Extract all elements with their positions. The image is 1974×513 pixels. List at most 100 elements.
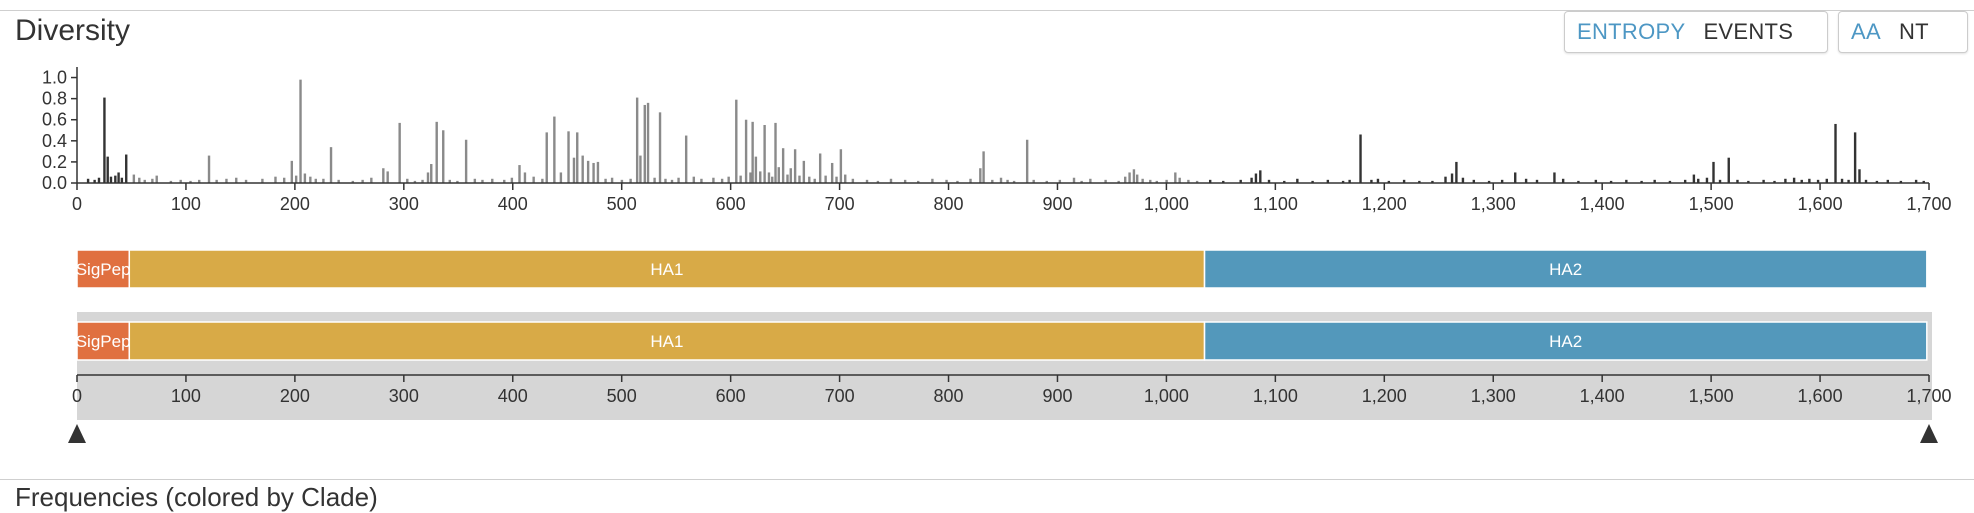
entropy-bar[interactable]: [1692, 174, 1696, 183]
entropy-bar[interactable]: [720, 178, 724, 183]
entropy-bar[interactable]: [670, 179, 674, 183]
entropy-bar[interactable]: [653, 177, 656, 183]
entropy-bar[interactable]: [207, 155, 211, 183]
entropy-bar[interactable]: [261, 178, 264, 183]
entropy-bar[interactable]: [329, 147, 333, 183]
entropy-bar[interactable]: [1899, 180, 1903, 183]
entropy-bar[interactable]: [322, 178, 325, 183]
entropy-bar[interactable]: [103, 97, 106, 183]
entropy-bar[interactable]: [151, 178, 154, 183]
entropy-bar[interactable]: [1117, 180, 1120, 183]
entropy-bar[interactable]: [1155, 180, 1159, 183]
entropy-bar[interactable]: [767, 172, 771, 183]
entropy-bar[interactable]: [198, 179, 201, 183]
entropy-bar[interactable]: [532, 176, 535, 183]
entropy-bar[interactable]: [839, 149, 843, 183]
entropy-bar[interactable]: [559, 172, 563, 183]
entropy-bar[interactable]: [309, 176, 312, 183]
entropy-bar[interactable]: [727, 176, 730, 183]
entropy-bar[interactable]: [754, 156, 758, 183]
entropy-bar[interactable]: [125, 154, 128, 183]
entropy-bar[interactable]: [351, 180, 355, 183]
entropy-bar[interactable]: [435, 121, 438, 183]
brush-handle-right-icon[interactable]: [1920, 424, 1938, 443]
entropy-bar[interactable]: [824, 175, 827, 183]
entropy-bar[interactable]: [979, 168, 982, 183]
entropy-bar[interactable]: [303, 173, 307, 183]
entropy-bar[interactable]: [386, 171, 389, 183]
entropy-bar[interactable]: [114, 175, 117, 183]
entropy-bar[interactable]: [759, 171, 762, 183]
entropy-bar[interactable]: [518, 165, 521, 183]
entropy-bar[interactable]: [581, 155, 584, 183]
entropy-bar[interactable]: [712, 177, 715, 183]
entropy-bar[interactable]: [1762, 179, 1765, 183]
entropy-bar[interactable]: [1609, 180, 1613, 183]
entropy-bar[interactable]: [596, 161, 600, 183]
entropy-bar[interactable]: [1784, 178, 1787, 183]
entropy-bar[interactable]: [1718, 179, 1722, 183]
entropy-bar[interactable]: [677, 177, 680, 183]
entropy-bar[interactable]: [1132, 169, 1136, 183]
entropy-bar[interactable]: [1500, 179, 1504, 183]
entropy-bar[interactable]: [545, 132, 548, 183]
entropy-bar[interactable]: [481, 179, 484, 183]
entropy-bar[interactable]: [1577, 180, 1580, 183]
entropy-bar[interactable]: [931, 178, 934, 183]
entropy-bar[interactable]: [844, 174, 847, 183]
entropy-bar[interactable]: [1697, 178, 1700, 183]
entropy-bar[interactable]: [1326, 179, 1330, 183]
entropy-bar[interactable]: [1858, 169, 1861, 183]
brush-handle-left-icon[interactable]: [68, 424, 86, 443]
entropy-bar[interactable]: [1800, 179, 1803, 183]
entropy-bar[interactable]: [1727, 157, 1730, 183]
entropy-bar[interactable]: [215, 179, 218, 183]
entropy-bar[interactable]: [179, 179, 182, 183]
entropy-bar[interactable]: [684, 135, 688, 183]
entropy-bar[interactable]: [1524, 178, 1528, 183]
entropy-bar[interactable]: [1472, 179, 1476, 183]
entropy-bar[interactable]: [1705, 177, 1709, 183]
entropy-bar[interactable]: [1847, 179, 1850, 183]
entropy-bar[interactable]: [969, 178, 972, 183]
entropy-bar[interactable]: [290, 160, 294, 183]
entropy-bar[interactable]: [991, 179, 994, 183]
entropy-bar[interactable]: [1387, 180, 1391, 183]
entropy-bar[interactable]: [1864, 179, 1868, 183]
entropy-bar[interactable]: [456, 180, 459, 183]
entropy-bar[interactable]: [143, 179, 146, 183]
entropy-bar[interactable]: [1594, 179, 1598, 183]
entropy-bar[interactable]: [1773, 180, 1776, 183]
entropy-bar[interactable]: [576, 132, 579, 183]
entropy-bar[interactable]: [789, 168, 792, 183]
entropy-bar[interactable]: [1376, 178, 1380, 183]
gene-main-segment-ha2[interactable]: [1203, 249, 1928, 289]
entropy-bar[interactable]: [523, 172, 527, 183]
entropy-bar[interactable]: [491, 178, 494, 183]
entropy-bar[interactable]: [553, 116, 556, 183]
entropy-bar[interactable]: [1455, 161, 1458, 183]
entropy-bar[interactable]: [1341, 180, 1345, 183]
entropy-bar[interactable]: [1402, 179, 1406, 183]
events-button[interactable]: EVENTS: [1703, 19, 1794, 44]
entropy-bar[interactable]: [1025, 139, 1029, 183]
entropy-bar[interactable]: [751, 121, 754, 183]
entropy-bar[interactable]: [610, 177, 614, 183]
entropy-bar[interactable]: [1359, 134, 1362, 183]
entropy-bar[interactable]: [1747, 180, 1750, 183]
entropy-bar[interactable]: [1178, 177, 1181, 183]
entropy-bar[interactable]: [646, 102, 650, 183]
entropy-bar[interactable]: [1283, 180, 1286, 183]
entropy-bar[interactable]: [999, 177, 1003, 183]
entropy-bar[interactable]: [1208, 179, 1212, 183]
entropy-bar[interactable]: [956, 180, 959, 183]
entropy-bar[interactable]: [442, 130, 445, 183]
entropy-bar[interactable]: [314, 178, 317, 183]
entropy-bar[interactable]: [835, 176, 838, 183]
entropy-bar[interactable]: [1165, 179, 1168, 183]
entropy-bar[interactable]: [1514, 172, 1517, 183]
entropy-bar[interactable]: [774, 122, 777, 183]
entropy-bar[interactable]: [700, 178, 703, 183]
entropy-bar[interactable]: [1431, 180, 1434, 183]
entropy-bar[interactable]: [426, 172, 430, 183]
